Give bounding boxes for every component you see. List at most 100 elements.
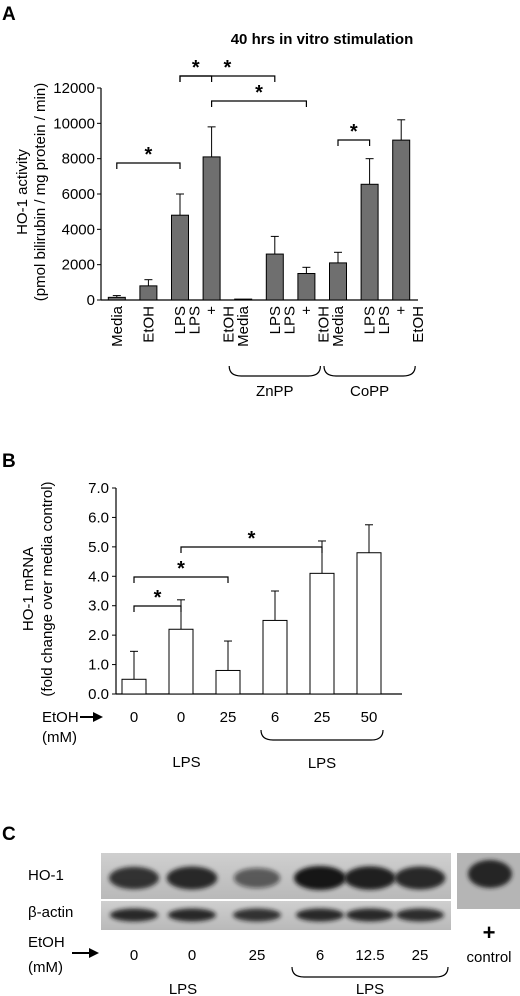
actin-band (396, 908, 444, 922)
etoh-value: 25 (249, 947, 266, 964)
chart-b-y-ticks: 0.0 1.0 2.0 3.0 4.0 5.0 6.0 7.0 (88, 480, 116, 703)
blot-groups: LPS LPS (169, 966, 449, 996)
bar (356, 552, 382, 695)
y-tick-label: 2.0 (88, 627, 109, 644)
significance-star: * (177, 558, 185, 580)
chart-b-groups: LPS LPS (172, 729, 384, 772)
category-label: + (393, 306, 410, 315)
group-label: LPS (308, 755, 336, 772)
significance-star: * (192, 57, 200, 79)
category-label: LPS (267, 306, 284, 334)
bar (121, 678, 147, 695)
chart-b-ylabel-line2: (fold change over media control) (39, 481, 56, 696)
y-tick-label: 2000 (62, 257, 95, 274)
control-band (468, 860, 512, 888)
chart-b-ylabel-line1: HO-1 mRNA (20, 547, 37, 631)
significance-bracket (133, 576, 229, 583)
bar (329, 262, 347, 301)
etoh-value: 25 (412, 947, 429, 964)
chart-a-y-ticks: 0 2000 4000 6000 8000 10000 12000 (53, 80, 101, 309)
category-label: LPS (376, 306, 393, 334)
bar (297, 273, 316, 301)
etoh-value: 0 (130, 709, 138, 726)
significance-bracket (337, 139, 371, 146)
bar (265, 253, 284, 301)
group-label: LPS (356, 981, 384, 996)
category-label: EtOH (140, 306, 157, 343)
etoh-value: 0 (188, 947, 196, 964)
significance-star: * (145, 144, 153, 166)
panel-b-label: B (2, 451, 16, 472)
y-tick-label: 8000 (62, 151, 95, 168)
significance-bracket (133, 605, 182, 612)
chart-a-significance: * * * * * (116, 57, 371, 169)
etoh-value: 50 (361, 709, 378, 726)
significance-star: * (350, 121, 358, 143)
ho1-band (233, 868, 281, 888)
ho1-band (394, 866, 446, 890)
significance-bracket (116, 162, 181, 169)
bar (392, 139, 411, 301)
chart-a-ylabel-line1: HO-1 activity (14, 149, 31, 235)
category-label: EtOH (221, 306, 238, 343)
significance-bracket (179, 75, 276, 82)
y-tick-label: 0 (87, 292, 95, 309)
category-label: Media (330, 305, 347, 347)
category-label: Media (235, 305, 252, 347)
y-tick-label: 4.0 (88, 568, 109, 585)
group-brace (323, 365, 416, 377)
y-tick-label: 4000 (62, 221, 95, 238)
chart-a-bars (107, 119, 411, 301)
panel-a-label: A (2, 4, 16, 25)
y-tick-label: 10000 (53, 115, 95, 132)
group-brace (228, 365, 321, 377)
chart-a-ylabel-line2: (pmol bilirubin / mg protein / min) (32, 83, 49, 301)
bar (139, 285, 158, 301)
y-tick-label: 3.0 (88, 598, 109, 615)
category-label: + (298, 306, 315, 315)
blot-etoh-label: EtOH (28, 934, 65, 951)
chart-b-category-labels: 0 0 25 6 25 50 (130, 709, 378, 726)
etoh-value: 0 (130, 947, 138, 964)
group-label: ZnPP (256, 383, 294, 400)
significance-star: * (224, 57, 232, 79)
group-label: LPS (172, 754, 200, 771)
bar (215, 669, 241, 695)
blot-control-label: control (466, 949, 511, 966)
ho1-band (294, 866, 346, 890)
significance-bracket (180, 546, 323, 553)
chart-a-groups: ZnPP CoPP (228, 365, 416, 400)
panel-a: A 40 hrs in vitro stimulation HO-1 activ… (2, 4, 427, 400)
category-label: LPS (187, 306, 204, 334)
y-tick-label: 1.0 (88, 657, 109, 674)
significance-bracket (211, 100, 307, 107)
blot-etoh-values: 0 0 25 6 12.5 25 (130, 947, 429, 964)
etoh-value: 6 (271, 709, 279, 726)
ho1-band (344, 866, 396, 890)
blot-row-label-actin: β-actin (28, 904, 73, 921)
group-label: CoPP (350, 383, 389, 400)
bar (168, 628, 194, 695)
bar (202, 156, 221, 301)
significance-star: * (154, 587, 162, 609)
blot-bands (109, 860, 512, 922)
group-brace (291, 966, 449, 978)
panel-c: C HO-1 β-actin + control EtOH (mM) 0 0 25 6… (2, 824, 520, 996)
group-brace (260, 729, 384, 741)
ho1-band (166, 866, 218, 890)
bar (309, 572, 335, 695)
category-label: + (204, 306, 221, 315)
etoh-value: 6 (316, 947, 324, 964)
etoh-value: 12.5 (355, 947, 384, 964)
etoh-value: 25 (220, 709, 237, 726)
bar (234, 298, 253, 301)
bar (107, 296, 126, 301)
chart-b-significance: * * * (133, 528, 323, 612)
etoh-value: 0 (177, 709, 185, 726)
etoh-value: 25 (314, 709, 331, 726)
category-label: LPS (172, 306, 189, 334)
y-tick-label: 7.0 (88, 480, 109, 497)
blot-etoh-unit: (mM) (28, 959, 63, 976)
y-tick-label: 6.0 (88, 509, 109, 526)
